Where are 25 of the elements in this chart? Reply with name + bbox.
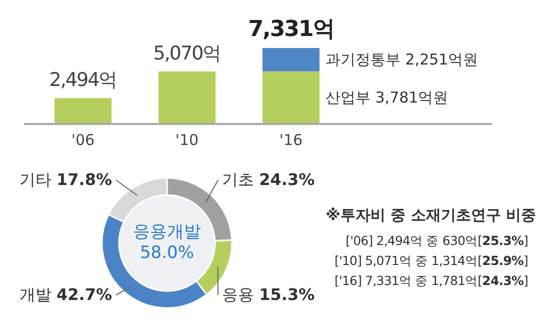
text: ['06] 2,494억 중 630억[25.3%] (346, 233, 528, 248)
data-label: 24.3% (259, 170, 315, 189)
slice-label: 개발 (19, 285, 56, 304)
x-tick-label: '10 (175, 131, 199, 149)
bar (158, 71, 216, 124)
x-tick-label: '16 (279, 131, 303, 149)
x-tick-label: '06 (71, 131, 95, 149)
slice-label: 기초 (222, 170, 260, 189)
text: ※투자비 중 소재기초연구 비중 (326, 206, 536, 224)
text: ['10] 5,071억 중 1,314억[25.9%] (334, 253, 528, 268)
bar (262, 71, 320, 124)
series-label: 산업부 3,781억원 (326, 88, 448, 107)
bar (262, 48, 320, 72)
slice-label: 응용 (222, 285, 260, 304)
text: ['16] 7,331억 중 1,781억[24.3%] (334, 273, 528, 288)
data-label: 42.7% (56, 285, 112, 304)
data-label: 2,494억 (49, 69, 117, 92)
bar (54, 98, 112, 124)
text: 응용개발 58.0% (133, 222, 201, 263)
data-label: 17.8% (56, 170, 112, 189)
data-label: 15.3% (259, 285, 315, 304)
slice-label: 기타 (19, 170, 56, 189)
text: 과기정통부 2,251억원 (326, 50, 478, 69)
total-label: 7,331억 (248, 17, 334, 42)
data-label: 5,070억 (153, 42, 221, 64)
